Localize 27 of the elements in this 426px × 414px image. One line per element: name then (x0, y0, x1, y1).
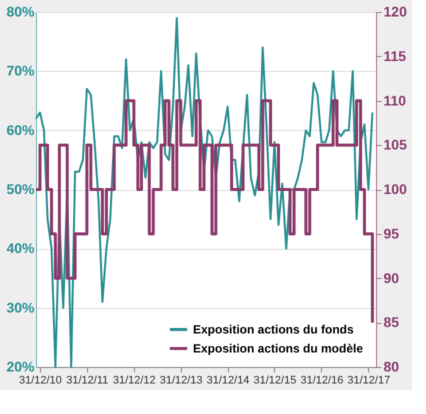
y2-tick-label: 110 (384, 92, 406, 108)
y-tick-label: 20% (6, 358, 36, 374)
x-tick-label: 31/12/10 (18, 374, 62, 386)
y2-tick-label: 85 (384, 314, 400, 330)
x-tick-label: 31/12/16 (300, 374, 344, 386)
x-tick-label: 31/12/13 (160, 374, 203, 386)
y2-tick-label: 100 (384, 181, 408, 197)
y-tick-label: 80% (6, 4, 36, 20)
y-tick-label: 70% (6, 62, 36, 79)
x-tick-label: 31/12/17 (347, 374, 390, 386)
y-tick-label: 50% (6, 181, 36, 197)
y2-tick-label: 120 (384, 4, 408, 20)
legend-label: Exposition actions du modèle (193, 342, 364, 356)
y-tick-label: 40% (6, 240, 36, 256)
line-series (35, 16, 374, 368)
y2-tick-label: 105 (384, 136, 408, 153)
y2-tick-label: 115 (384, 48, 406, 64)
x-tick-label: 31/12/12 (112, 374, 156, 386)
y2-tick-label: 80 (384, 358, 400, 374)
y2-tick-label: 90 (384, 270, 400, 286)
y-tick-label: 60% (6, 122, 36, 138)
x-tick-label: 31/12/15 (253, 374, 296, 386)
x-tick-label: 31/12/14 (206, 374, 250, 386)
legend-label: Exposition actions du fonds (193, 322, 354, 336)
y2-tick-label: 95 (384, 225, 400, 242)
y-tick-label: 30% (6, 299, 36, 316)
x-tick-label: 31/12/11 (66, 374, 108, 386)
